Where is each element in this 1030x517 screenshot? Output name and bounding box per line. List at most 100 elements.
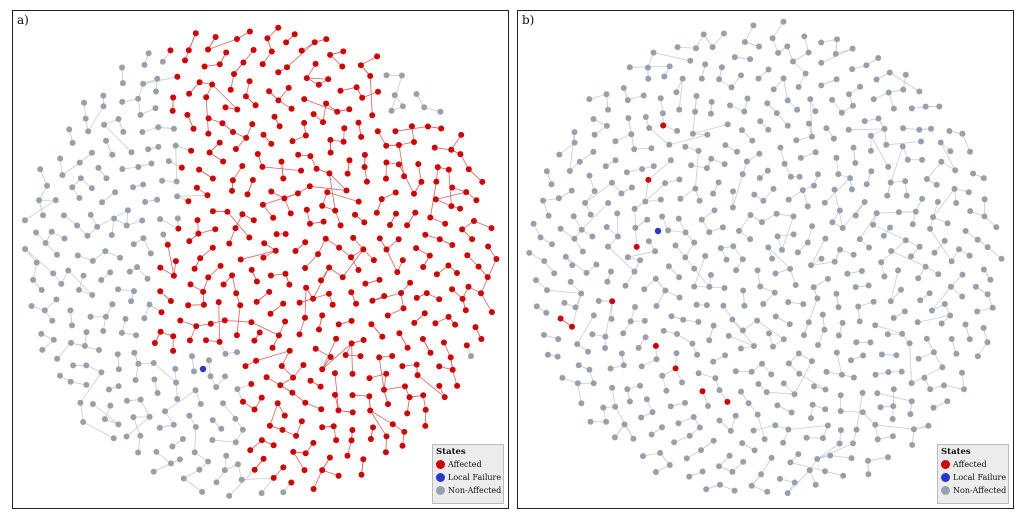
non-affected-node xyxy=(124,397,130,404)
non-affected-node xyxy=(114,351,121,358)
affected-node xyxy=(302,399,309,406)
non-affected-node xyxy=(135,360,142,367)
network-edge xyxy=(940,142,956,171)
non-affected-node xyxy=(76,195,83,201)
affected-node xyxy=(569,323,575,330)
non-affected-node xyxy=(119,64,125,71)
affected-node xyxy=(475,263,482,270)
affected-node xyxy=(240,398,246,405)
non-affected-node xyxy=(540,197,547,204)
affected-node xyxy=(448,203,455,210)
non-affected-node xyxy=(69,184,76,191)
non-affected-node xyxy=(809,133,815,140)
non-affected-node xyxy=(780,18,787,25)
non-affected-node xyxy=(33,229,40,236)
affected-node xyxy=(404,410,411,417)
affected-node xyxy=(422,406,429,413)
affected-node xyxy=(465,283,472,290)
affected-node xyxy=(352,211,358,218)
non-affected-node xyxy=(919,195,926,202)
network-edge xyxy=(188,33,197,51)
non-affected-node xyxy=(614,210,621,217)
non-affected-node xyxy=(155,143,162,150)
affected-node xyxy=(184,111,191,118)
non-affected-node xyxy=(682,399,688,406)
non-affected-node xyxy=(170,125,177,132)
affected-node xyxy=(248,381,255,387)
non-affected-node xyxy=(659,110,666,117)
non-affected-node xyxy=(923,176,930,182)
non-affected-node xyxy=(58,280,65,287)
non-affected-node xyxy=(533,303,540,310)
non-affected-node xyxy=(199,488,206,495)
affected-node xyxy=(436,363,443,370)
affected-node xyxy=(484,274,491,281)
non-affected-node xyxy=(30,276,37,283)
non-affected-node xyxy=(141,61,148,68)
affected-node xyxy=(413,361,420,368)
non-affected-node xyxy=(107,269,114,276)
affected-node xyxy=(469,236,476,243)
network-graph-b xyxy=(526,18,1005,497)
non-affected-node xyxy=(641,286,648,293)
affected-node xyxy=(379,333,386,340)
affected-node xyxy=(273,231,280,238)
affected-node xyxy=(151,340,158,346)
network-edge xyxy=(480,293,493,313)
non-affected-node xyxy=(898,368,905,375)
non-affected-node xyxy=(22,246,29,252)
affected-node xyxy=(234,36,240,42)
non-affected-node xyxy=(814,456,821,462)
non-affected-node xyxy=(641,317,648,324)
non-affected-node xyxy=(659,424,665,431)
non-affected-node xyxy=(111,215,118,222)
nodes xyxy=(22,24,500,499)
non-affected-node xyxy=(618,190,625,197)
non-affected-node xyxy=(785,299,792,306)
affected-node xyxy=(230,129,236,135)
non-affected-node xyxy=(559,374,566,381)
non-affected-node xyxy=(115,421,122,428)
network-edge xyxy=(183,478,203,493)
network-edge xyxy=(783,78,789,101)
non-affected-node xyxy=(180,475,187,482)
non-affected-node xyxy=(941,301,948,307)
legend-item-affected: Affected xyxy=(941,458,1005,471)
non-affected-node xyxy=(609,384,616,391)
non-affected-node xyxy=(739,327,746,334)
non-affected-node xyxy=(838,109,845,116)
network-edge xyxy=(577,383,582,404)
affected-node xyxy=(275,332,282,339)
non-affected-node xyxy=(984,244,991,251)
affected-node xyxy=(326,170,333,177)
network-edge xyxy=(607,246,635,272)
network-graph-a xyxy=(22,24,500,499)
affected-node xyxy=(219,120,226,127)
affected-node xyxy=(207,320,214,327)
non-affected-node xyxy=(959,293,966,300)
non-affected-node xyxy=(578,226,585,233)
non-affected-node xyxy=(925,422,932,429)
non-affected-node xyxy=(232,439,239,446)
non-affected-node xyxy=(710,437,717,444)
affected-node xyxy=(361,151,368,158)
affected-node xyxy=(445,166,452,173)
affected-node xyxy=(280,300,287,307)
non-affected-node xyxy=(837,392,844,399)
affected-node xyxy=(395,142,402,148)
non-affected-node xyxy=(620,85,627,91)
non-affected-node xyxy=(119,98,126,105)
affected-node xyxy=(381,386,387,393)
non-affected-node xyxy=(885,369,892,376)
non-affected-node xyxy=(899,143,906,150)
affected-node xyxy=(195,230,202,237)
non-affected-node xyxy=(695,318,702,325)
non-affected-node xyxy=(868,132,874,139)
affected-node xyxy=(360,337,367,343)
affected-node xyxy=(355,267,362,273)
affected-node xyxy=(266,88,273,95)
affected-node xyxy=(190,125,197,132)
non-affected-node xyxy=(602,345,609,351)
affected-node xyxy=(157,264,164,271)
network-edge xyxy=(584,182,613,204)
